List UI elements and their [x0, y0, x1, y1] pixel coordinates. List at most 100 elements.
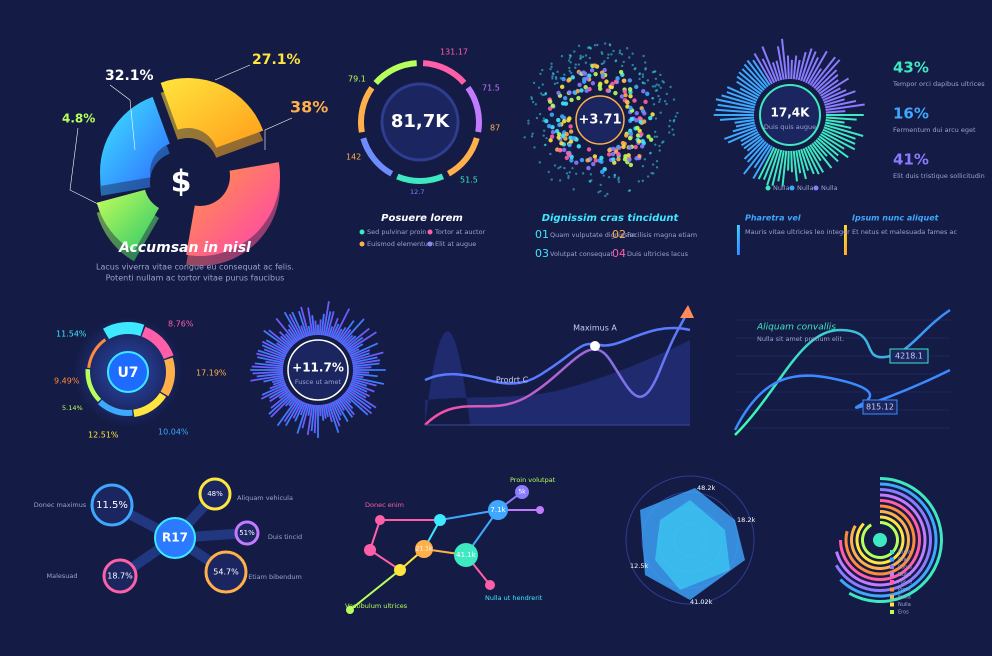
burst-ray: [287, 328, 299, 343]
cloud-dot: [550, 62, 553, 65]
cloud-dot: [560, 54, 564, 58]
burst-ray: [351, 378, 377, 387]
burst-ray: [339, 329, 352, 344]
cloud-dot: [579, 54, 582, 58]
cloud-dot: [659, 86, 662, 89]
burst-ray: [746, 59, 769, 88]
cloud-dot: [538, 112, 542, 116]
line-series: [733, 368, 951, 431]
burst-center: [287, 339, 349, 401]
cloud-dot: [668, 125, 671, 128]
cloud-dot: [559, 77, 563, 80]
item-number: 03: [535, 247, 549, 260]
cloud-dot: [657, 94, 660, 98]
burst-ray: [320, 313, 325, 336]
cloud-dot: [550, 124, 555, 130]
bubble-center: R17: [162, 531, 188, 545]
cloud-dot: [622, 89, 628, 94]
cloud-dot: [588, 56, 592, 60]
cloud-dot: [553, 82, 557, 86]
stat-text: Tempor orci dapibus ultrices: [892, 80, 985, 88]
cloud-dot: [642, 111, 647, 116]
burst-ray: [790, 150, 793, 173]
burst-ray: [272, 379, 285, 386]
burst-ray: [270, 394, 294, 418]
cloud-dot: [655, 159, 659, 163]
donut-label: 12.51%: [88, 431, 119, 440]
note-title: Pharetra vel: [745, 214, 801, 223]
burst-ray: [349, 383, 368, 393]
cloud-dot: [541, 83, 544, 86]
cloud-dot: [617, 176, 620, 179]
cloud-dot: [627, 145, 632, 150]
burst-ray: [792, 55, 798, 80]
cloud-dot: [581, 70, 586, 75]
cloud-dot: [612, 49, 615, 53]
burst-ray: [268, 329, 292, 349]
gauge-segment: [373, 60, 417, 85]
burst-ray: [331, 401, 342, 421]
cloud-dot: [665, 102, 668, 106]
legend-dot: [427, 241, 433, 247]
burst-ray: [324, 311, 332, 336]
gauge-segment: [360, 137, 394, 177]
burst-ray: [347, 386, 367, 399]
wave-arrow: [680, 305, 694, 318]
cloud-dot: [584, 76, 589, 81]
bubble-label: Duis tincid: [268, 533, 302, 541]
burst-ray: [816, 137, 839, 157]
burst-ray: [809, 144, 822, 162]
cloud-dot: [541, 93, 544, 97]
cloud-dot: [551, 75, 554, 78]
network-link: [349, 569, 401, 611]
cloud-dot: [623, 93, 628, 98]
cloud-dot: [535, 116, 539, 120]
network-value: 21.1k: [416, 546, 433, 553]
burst-ray: [740, 133, 761, 147]
burst-ray: [349, 342, 379, 357]
network-node: [515, 485, 529, 499]
legend-swatch: [890, 602, 894, 607]
donut-segment: [87, 338, 107, 369]
cloud-dot: [567, 151, 572, 157]
burst-ray: [719, 116, 755, 121]
cloud-dot: [539, 72, 542, 75]
burst-ray: [271, 378, 285, 384]
burst-ray: [787, 150, 790, 171]
pie-segment: [100, 96, 170, 186]
burst-ray: [298, 310, 309, 337]
cloud-dot: [557, 122, 562, 128]
burst-ray: [337, 397, 354, 418]
cloud-dot: [603, 60, 606, 63]
burst-ray: [314, 320, 318, 336]
burst-ray: [736, 80, 761, 97]
cloud-dot: [640, 144, 645, 149]
cloud-dot: [610, 81, 615, 87]
item-number: 04: [612, 247, 626, 260]
stat-value: 43%: [893, 59, 929, 77]
stat-value: 16%: [893, 105, 929, 123]
cloud-dot: [549, 152, 552, 156]
radar-label: 18.2k: [737, 516, 755, 524]
cloud-dot: [629, 116, 634, 122]
burst-ray: [345, 336, 364, 351]
burst-ray: [329, 402, 341, 427]
cloud-dot: [538, 161, 542, 164]
wave-area: [425, 331, 690, 425]
cloud-dot: [654, 143, 657, 146]
cloud-dot: [618, 49, 622, 52]
cloud-dot: [563, 73, 566, 76]
cloud-dot: [556, 70, 559, 74]
cloud-dot: [616, 157, 621, 162]
cloud-dot: [654, 130, 657, 134]
cloud-dot: [602, 174, 605, 177]
burst-ray: [265, 339, 289, 354]
item-number: 01: [535, 228, 549, 241]
leader-line: [69, 127, 101, 206]
burst-ray: [322, 404, 327, 419]
note-title: Ipsum nunc aliquet: [852, 214, 940, 223]
item-text: Duis ultricies lacus: [627, 250, 689, 258]
cloud-dot: [644, 67, 648, 70]
radial-center: [873, 533, 887, 547]
cloud-dot: [576, 95, 581, 101]
